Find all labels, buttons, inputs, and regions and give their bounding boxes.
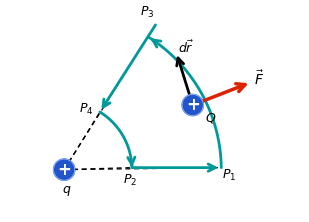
Text: $P_2$: $P_2$ — [123, 173, 137, 188]
Text: +: + — [186, 96, 200, 114]
Text: $d\vec{r}$: $d\vec{r}$ — [178, 40, 194, 56]
Circle shape — [53, 159, 75, 180]
Text: q: q — [62, 183, 70, 196]
Circle shape — [182, 94, 203, 116]
Text: $P_1$: $P_1$ — [222, 168, 236, 183]
Text: $\vec{F}$: $\vec{F}$ — [254, 69, 264, 88]
Text: $P_4$: $P_4$ — [79, 102, 94, 117]
Text: +: + — [57, 161, 71, 179]
Text: $P_3$: $P_3$ — [140, 5, 154, 20]
Text: Q: Q — [206, 112, 216, 125]
